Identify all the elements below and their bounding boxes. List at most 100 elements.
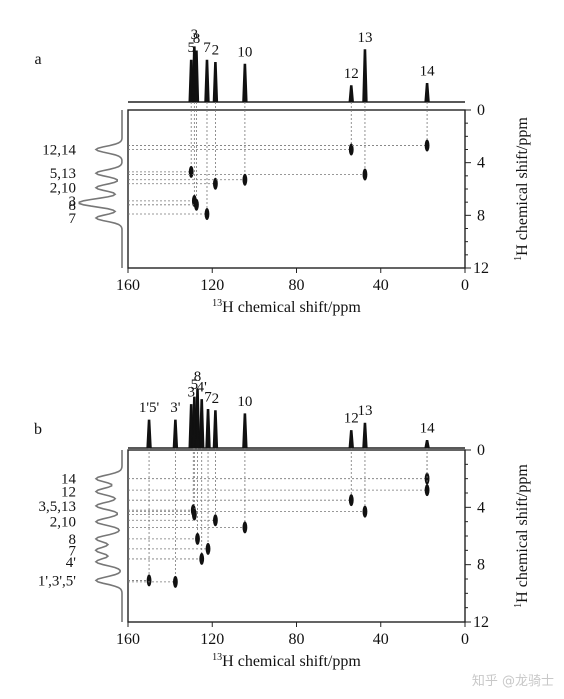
side-label: 3 [69,194,77,210]
side-label: 2,10 [50,181,76,197]
x-tick-label: 160 [116,631,140,648]
peak-label-2: 2 [212,43,220,59]
cross-peak [213,177,218,190]
x-tick-label: 80 [289,631,305,648]
x-tick-label: 0 [461,631,469,648]
side-label: 5,13 [50,166,76,182]
cross-peak [195,532,200,545]
peak-14 [424,82,430,103]
peak-14 [424,440,430,449]
y-axis-label: 1H chemical shift/ppm [513,117,531,261]
cross-peak [213,514,218,527]
peak-label-10: 10 [237,394,252,410]
peak-label-5: 5 [187,40,195,56]
peak-label-4': 4' [197,380,208,396]
side-label: 7 [69,543,77,559]
peak-label-10: 10 [237,44,252,60]
peak-8 [194,388,201,449]
x-axis-label: 13H chemical shift/ppm [212,298,361,316]
cross-peak [194,198,199,211]
peak-12 [348,430,354,449]
x-axis: 160 120 80 40 0 13H chemical shift/ppm [116,268,469,316]
cross-peak [172,575,178,588]
peak-10 [242,63,248,103]
cross-peak [242,521,248,534]
panel-label: a [34,51,41,68]
plot-frame [127,449,466,623]
cross-peak [424,484,430,497]
y-tick-label: 12 [473,614,489,631]
x-axis: 160 120 80 40 0 13H chemical shift/ppm [116,622,469,670]
peak-label-13: 13 [357,30,372,46]
side-label: 4' [66,555,77,571]
y-tick-label: 4 [477,499,485,516]
peak-8 [193,50,200,103]
cross-peak [348,143,354,156]
cross-peak [191,508,197,521]
peak-label-7: 7 [203,40,211,56]
peak-label-3': 3' [170,400,181,416]
peak-label-14: 14 [420,421,436,437]
peak-4' [199,399,205,449]
cross-peak [362,505,368,518]
cross-peak [242,173,248,186]
peak-label-5: 5 [191,377,199,393]
peak-3' [172,419,179,449]
cross-peak [188,165,194,178]
peak-1'5' [146,419,152,449]
y-tick-label: 0 [477,102,485,119]
side-label: 7 [69,211,77,227]
peak-label-12: 12 [344,66,359,82]
x-tick-label: 40 [373,277,389,294]
cross-peak [199,552,205,565]
peak-label-3: 3 [187,385,195,401]
x-tick-label: 40 [373,631,389,648]
cross-peak [362,168,368,181]
peak-label-13: 13 [357,403,372,419]
x-tick-label: 120 [200,631,224,648]
peak-label-1'5': 1'5' [139,400,160,416]
cross-peak [348,494,354,507]
side-label: 2,10 [50,515,76,531]
y-tick-label: 8 [477,557,485,574]
peak-label-8: 8 [193,31,201,47]
peak-7 [205,409,211,449]
cross-peak [204,208,210,221]
cross-peak [424,472,430,485]
projection-curve [78,110,123,268]
plot-frame [127,109,466,269]
y-tick-label: 12 [473,260,489,277]
side-label: 8 [69,532,77,548]
side-label: 12 [61,485,76,501]
peak-label-8: 8 [194,369,202,385]
peak-label-12: 12 [344,411,359,427]
x-tick-label: 80 [289,277,305,294]
projection-curve [94,450,123,622]
peak-label-2: 2 [212,391,220,407]
peak-label-14: 14 [420,63,436,79]
y-tick-label: 8 [477,207,485,224]
cross-peaks [128,102,430,221]
peak-2 [212,62,219,103]
peak-10 [242,413,248,449]
peak-13 [362,49,368,103]
x-tick-label: 120 [200,277,224,294]
peak-label-7: 7 [204,390,212,406]
peak-label-3: 3 [191,27,199,43]
peak-7 [204,59,210,103]
side-label: 12,14 [42,143,76,159]
side-label: 8 [69,198,77,214]
side-label: 14 [61,472,77,488]
cross-peak [424,139,430,152]
watermark: 知乎 @龙骑士 [471,674,554,689]
y-axis: 0 4 8 12 1H chemical shift/ppm [465,442,531,631]
panel-label: b [34,421,42,438]
cross-peaks [128,448,430,588]
cross-peak [205,542,211,555]
